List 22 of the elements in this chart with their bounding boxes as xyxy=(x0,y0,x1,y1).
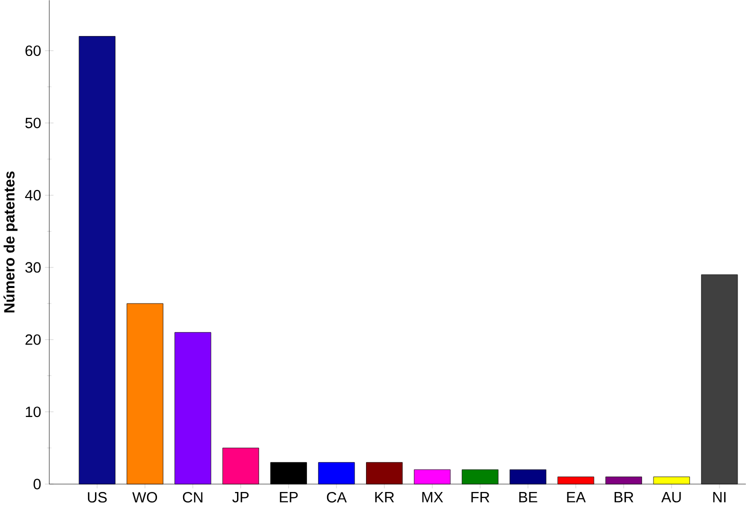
x-tick-label: FR xyxy=(471,492,490,502)
x-tick-label: WO xyxy=(132,492,158,503)
y-tick-label: 50 xyxy=(25,118,41,128)
x-tick-label: AU xyxy=(661,492,681,502)
y-tick-label: 0 xyxy=(34,478,41,490)
y-tick-label: 10 xyxy=(26,406,41,418)
x-tick-label: MX xyxy=(422,492,444,502)
y-tick-label: 60 xyxy=(26,45,41,56)
x-tick-label: EP xyxy=(280,492,298,502)
x-tick-label: BR xyxy=(614,492,634,502)
x-tick-label: NI xyxy=(713,492,726,502)
x-tick-label: JP xyxy=(232,492,249,502)
x-tick-label: KR xyxy=(375,492,394,502)
x-tick-label: CN xyxy=(182,492,202,503)
x-tick-label: EA xyxy=(567,492,586,502)
y-tick-label: 40 xyxy=(25,190,41,200)
y-tick-label: 30 xyxy=(25,262,41,273)
y-tick-label: 20 xyxy=(26,334,41,345)
y-axis-title: Número de patentes xyxy=(4,171,18,312)
x-tick-label: US xyxy=(88,492,107,503)
x-tick-label: CA xyxy=(326,492,347,503)
x-tick-label: BE xyxy=(519,492,538,502)
